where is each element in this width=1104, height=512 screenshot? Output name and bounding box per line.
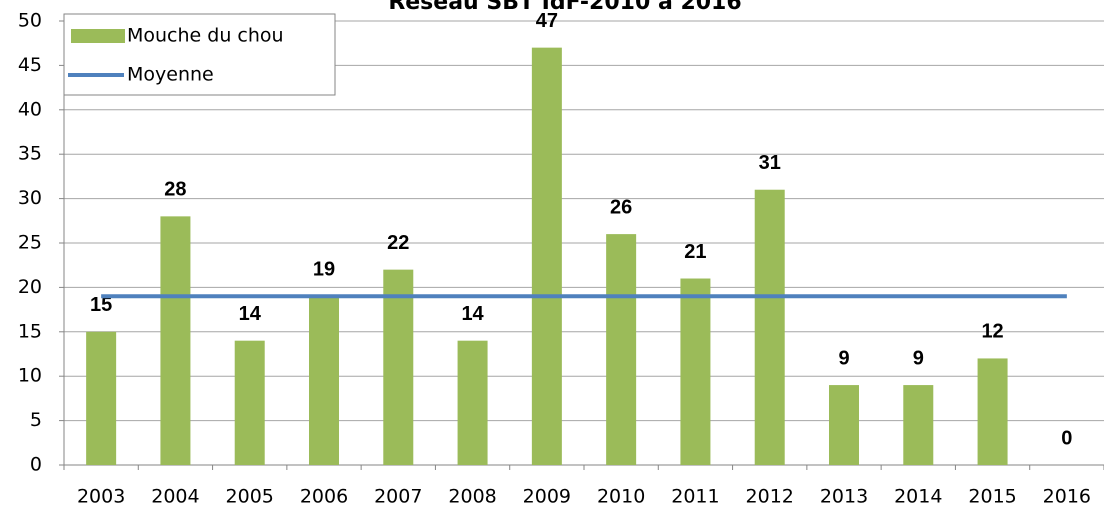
bar — [977, 358, 1008, 465]
data-label: 14 — [461, 303, 484, 325]
data-label: 21 — [684, 241, 706, 263]
y-tick-label: 0 — [30, 454, 42, 476]
bar — [903, 385, 934, 465]
x-tick-label: 2009 — [523, 486, 571, 508]
x-tick-label: 2003 — [77, 486, 125, 508]
bar — [309, 296, 339, 465]
y-tick-label: 10 — [18, 365, 42, 387]
legend-box — [63, 13, 336, 96]
data-label: 9 — [838, 347, 849, 369]
x-tick-label: 2015 — [968, 486, 1016, 508]
bar — [829, 385, 859, 465]
x-tick-label: 2004 — [151, 486, 199, 508]
x-tick-label: 2016 — [1043, 486, 1091, 508]
y-tick-label: 45 — [18, 54, 42, 76]
x-tick-label: 2005 — [226, 486, 274, 508]
y-tick-label: 15 — [18, 320, 42, 342]
bar — [160, 216, 191, 465]
y-tick-label: 20 — [18, 276, 42, 298]
bar — [86, 331, 117, 465]
data-label: 28 — [164, 179, 186, 201]
data-label: 47 — [536, 10, 558, 32]
legend-swatch — [71, 29, 125, 43]
bar — [531, 47, 562, 465]
y-tick-label: 5 — [30, 409, 42, 431]
legend-label: Mouche du chou — [127, 25, 284, 47]
data-label: 22 — [387, 232, 409, 254]
bar — [606, 234, 637, 465]
data-label: 19 — [313, 259, 335, 281]
legend: Mouche du chou Moyenne — [63, 13, 336, 96]
data-label: 31 — [759, 152, 781, 174]
bar — [457, 340, 488, 465]
x-tick-label: 2011 — [671, 486, 719, 508]
chart-title: Réseau SBT IdF-2010 à 2016 — [388, 0, 741, 15]
y-tick-label: 40 — [18, 98, 42, 120]
x-tick-label: 2014 — [894, 486, 942, 508]
data-label: 12 — [981, 321, 1003, 343]
y-tick-label: 50 — [18, 10, 42, 32]
data-label: 26 — [610, 196, 632, 218]
x-tick-label: 2013 — [820, 486, 868, 508]
bar — [680, 278, 711, 465]
data-label: 14 — [239, 303, 262, 325]
x-tick-label: 2010 — [597, 486, 645, 508]
data-label: 0 — [1061, 427, 1072, 449]
y-tick-label: 25 — [18, 232, 42, 254]
x-tick-label: 2008 — [448, 486, 496, 508]
bar — [234, 340, 265, 465]
x-tick-label: 2006 — [300, 486, 348, 508]
x-tick-label: 2007 — [374, 486, 422, 508]
data-label: 9 — [913, 347, 924, 369]
data-label: 15 — [90, 294, 112, 316]
legend-label: Moyenne — [127, 64, 214, 86]
bar — [754, 189, 785, 465]
y-tick-label: 35 — [18, 143, 42, 165]
y-tick-label: 30 — [18, 187, 42, 209]
x-tick-label: 2012 — [746, 486, 794, 508]
bar — [383, 269, 414, 465]
